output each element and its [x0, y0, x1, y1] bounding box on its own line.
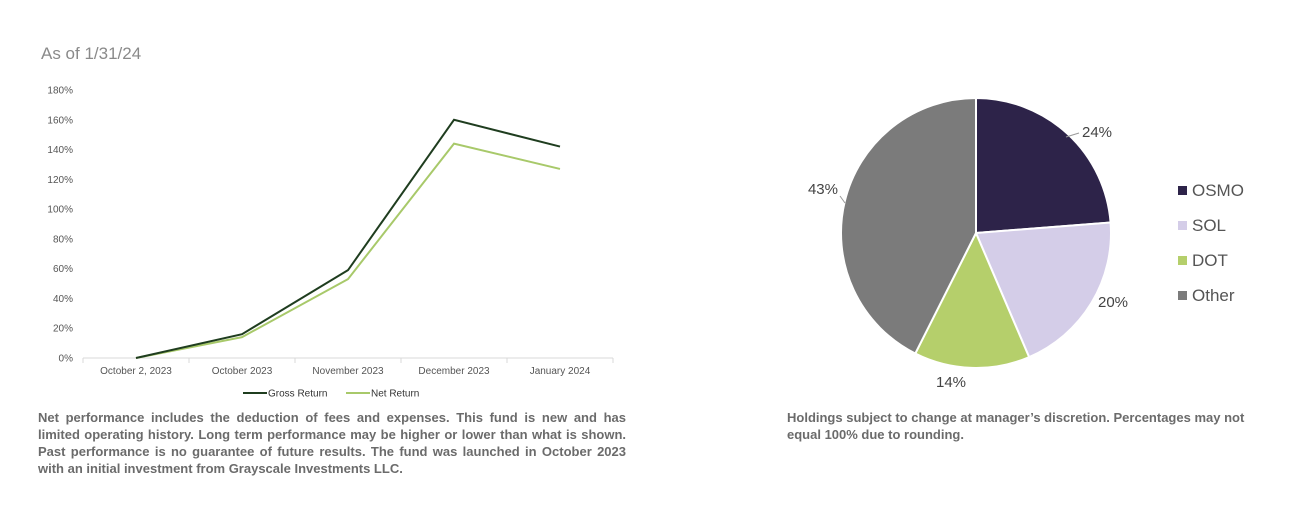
pie-legend-label: SOL	[1192, 216, 1226, 235]
holdings-pie-chart: 24% 20% 14% 43% OSMO SOL DOT Other	[808, 96, 1244, 391]
x-tick-label: November 2023	[312, 366, 384, 377]
pie-slice-osmo	[975, 96, 1112, 235]
series-line-net-return	[135, 142, 561, 359]
pie-legend-swatch	[1178, 186, 1187, 195]
x-tick-label: October 2, 2023	[100, 366, 172, 377]
y-tick-label: 40%	[53, 294, 73, 305]
series-line-gross-return	[135, 118, 561, 359]
pie-legend-swatch	[1178, 221, 1187, 230]
y-tick-label: 60%	[53, 264, 73, 275]
y-tick-label: 120%	[47, 175, 73, 186]
y-tick-label: 160%	[47, 115, 73, 126]
x-tick-label: October 2023	[212, 366, 273, 377]
x-tick-label: December 2023	[418, 366, 490, 377]
performance-line-chart: 0% 20% 40% 60% 80% 100% 120% 140% 160% 180% Octobe…	[47, 86, 614, 400]
pie-value-label: 20%	[1098, 294, 1128, 311]
holdings-disclaimer: Holdings subject to change at manager’s …	[787, 410, 1245, 442]
pie-legend-label: OSMO	[1192, 181, 1244, 200]
legend-label: Net Return	[371, 389, 419, 400]
y-tick-label: 180%	[47, 86, 73, 97]
performance-disclaimer: Net performance includes the deduction o…	[38, 410, 626, 476]
pie-value-label: 14%	[936, 374, 966, 391]
y-tick-label: 80%	[53, 234, 73, 245]
pie-legend-label: Other	[1192, 286, 1235, 305]
pie-value-label: 43%	[808, 181, 838, 198]
y-tick-label: 100%	[47, 205, 73, 216]
pie-legend-swatch	[1178, 256, 1187, 265]
pie-slice-sol	[974, 221, 1112, 359]
x-tick-label: January 2024	[530, 366, 591, 377]
as-of-date: As of 1/31/24	[41, 44, 142, 63]
pie-legend-swatch	[1178, 291, 1187, 300]
pie-slice-dot	[913, 230, 1031, 369]
legend-label: Gross Return	[268, 389, 327, 400]
y-tick-label: 0%	[59, 354, 74, 365]
pie-legend-label: DOT	[1192, 251, 1228, 270]
pie-value-label: 24%	[1082, 124, 1112, 141]
pie-leader-line	[839, 195, 846, 204]
y-tick-label: 20%	[53, 324, 73, 335]
y-tick-label: 140%	[47, 145, 73, 156]
pie-leader-line	[1065, 132, 1080, 138]
